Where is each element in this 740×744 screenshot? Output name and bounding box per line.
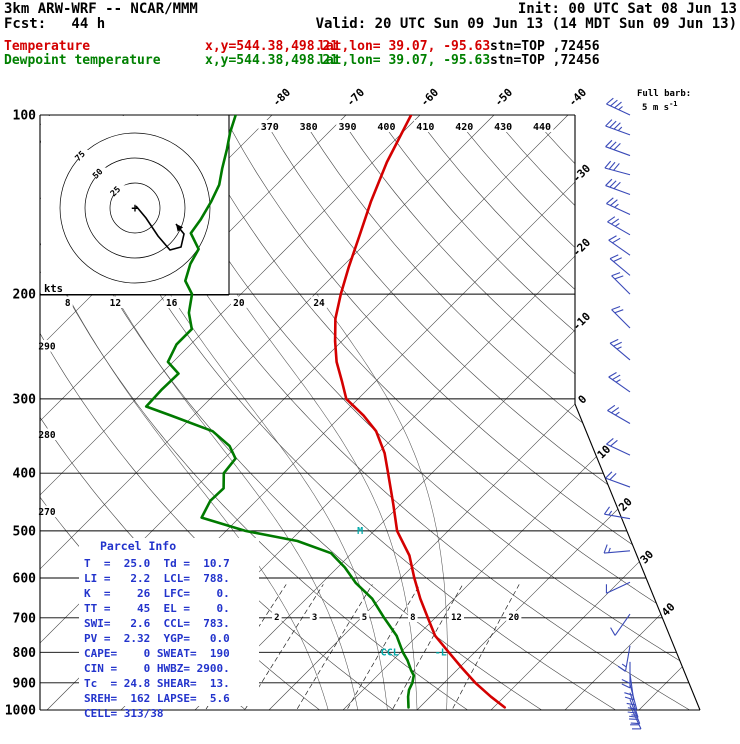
svg-text:300: 300: [13, 392, 37, 407]
parcel-marker: M: [357, 526, 363, 537]
parcel-info-row: TT = 45 EL = 0.: [84, 602, 230, 615]
parcel-info-row: PV = 2.32 YGP= 0.0: [84, 632, 230, 645]
init-time: Init: 00 UTC Sat 08 Jun 13: [518, 2, 737, 17]
svg-text:290: 290: [38, 342, 55, 353]
parcel-info-row: SREH= 162 LAPSE= 5.6: [84, 692, 230, 705]
temperature-station: stn=TOP ,72456: [490, 40, 600, 54]
svg-text:20: 20: [508, 613, 519, 623]
svg-text:100: 100: [13, 109, 37, 124]
svg-text:8: 8: [65, 298, 71, 309]
forecast-hour: Fcst: 44 h: [4, 17, 105, 32]
svg-text:270: 270: [38, 507, 55, 518]
svg-text:16: 16: [166, 298, 178, 309]
parcel-info-row: CIN = 0 HWBZ= 2900.: [84, 662, 230, 675]
valid-time: Valid: 20 UTC Sun 09 Jun 13 (14 MDT Sun …: [316, 17, 737, 32]
parcel-info-row: K = 26 LFC= 0.: [84, 587, 230, 600]
svg-text:280: 280: [38, 430, 55, 441]
dewpoint-latlon: lat,lon= 39.07, -95.63: [318, 54, 490, 68]
svg-text:12: 12: [451, 613, 462, 623]
svg-text:2: 2: [274, 613, 279, 623]
svg-text:390: 390: [339, 122, 357, 133]
parcel-info-row: T = 25.0 Td = 10.7: [84, 557, 230, 570]
barb-legend-title: Full barb:: [637, 90, 691, 99]
svg-text:800: 800: [13, 646, 37, 661]
svg-text:600: 600: [13, 572, 37, 587]
parcel-marker: -L: [435, 647, 447, 658]
parcel-info-row: LI = 2.2 LCL= 788.: [84, 572, 230, 585]
svg-text:700: 700: [13, 611, 37, 626]
svg-text:24: 24: [313, 298, 325, 309]
temperature-label: Temperature: [4, 40, 90, 54]
svg-text:400: 400: [377, 122, 395, 133]
barb-legend-unit: 5 m s-1: [642, 101, 678, 113]
parcel-info-row: Tc = 24.8 SHEAR= 13.: [84, 677, 230, 690]
parcel-marker: CCL: [381, 647, 399, 658]
svg-text:20: 20: [233, 298, 245, 309]
svg-text:410: 410: [416, 122, 434, 133]
svg-text:5: 5: [362, 613, 367, 623]
parcel-info-row: CAPE= 0 SWEAT= 190: [84, 647, 230, 660]
svg-text:430: 430: [494, 122, 512, 133]
svg-text:400: 400: [13, 467, 37, 482]
svg-text:900: 900: [13, 676, 37, 691]
svg-text:500: 500: [13, 524, 37, 539]
temperature-latlon: lat,lon= 39.07, -95.63: [318, 40, 490, 54]
svg-text:kts: kts: [44, 283, 63, 295]
svg-text:1000: 1000: [5, 704, 36, 719]
parcel-info-row: CELL= 313/38: [84, 707, 163, 720]
dewpoint-station: stn=TOP ,72456: [490, 54, 600, 68]
parcel-info-row: SWI= 2.6 CCL= 783.: [84, 617, 230, 630]
parcel-info-title: Parcel Info: [100, 539, 176, 553]
svg-text:440: 440: [533, 122, 551, 133]
dewpoint-label: Dewpoint temperature: [4, 54, 161, 68]
svg-text:380: 380: [300, 122, 318, 133]
svg-text:3: 3: [312, 613, 317, 623]
svg-text:370: 370: [261, 122, 279, 133]
svg-text:8: 8: [410, 613, 415, 623]
model-title: 3km ARW-WRF -- NCAR/MMM: [4, 2, 198, 17]
barb-legend-sup: -1: [669, 100, 677, 108]
svg-text:12: 12: [110, 298, 121, 309]
svg-text:200: 200: [13, 288, 37, 303]
svg-text:420: 420: [455, 122, 473, 133]
